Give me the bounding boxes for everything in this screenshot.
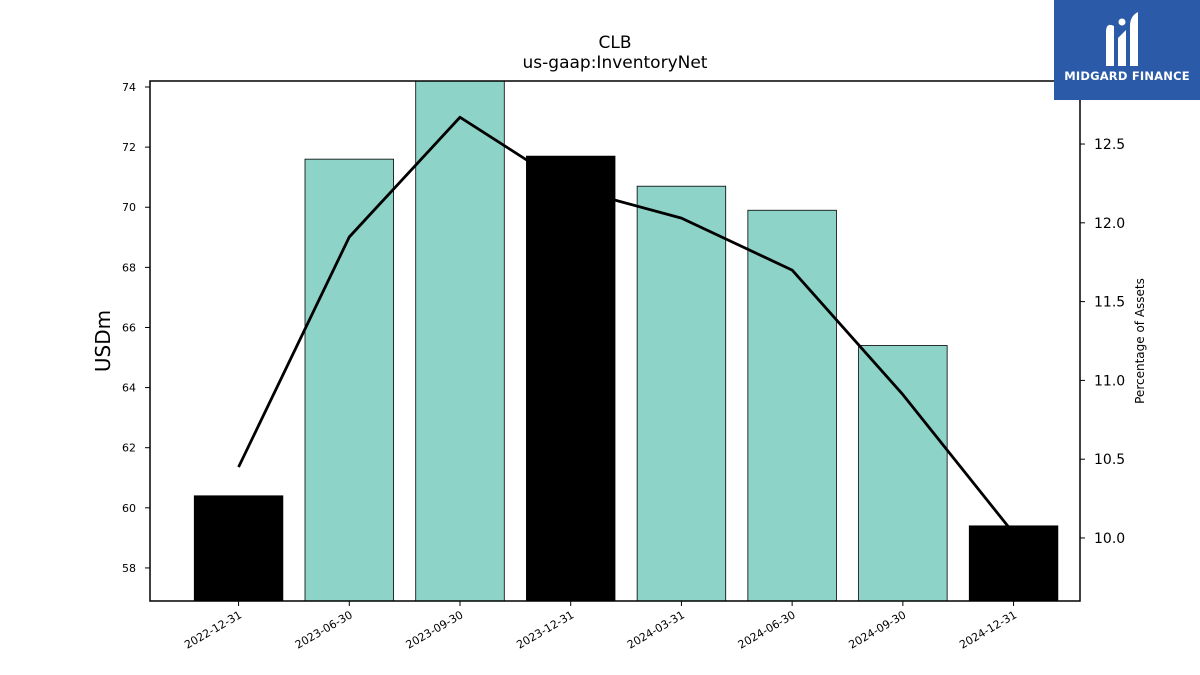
x-tick-label: 2022-12-31 [182, 608, 244, 651]
chart-subtitle: us-gaap:InventoryNet [523, 53, 708, 73]
x-tick-label: 2023-12-31 [514, 608, 576, 651]
bar-2024-09-30 [858, 345, 948, 602]
y2-tick-label: 10.5 [1094, 452, 1125, 468]
y2-tick-label: 11.5 [1094, 295, 1125, 311]
y-tick-label: 72 [122, 141, 136, 154]
bar-2022-12-31 [193, 495, 284, 602]
y2-tick-label: 10.0 [1094, 531, 1125, 547]
y-axis-right: 10.0 10.5 11.0 11.5 12.0 12.5 [1080, 137, 1125, 547]
y-axis-left: 58 60 62 64 66 68 70 72 74 [122, 81, 150, 575]
x-tick-label: 2023-06-30 [293, 608, 355, 651]
bar-2024-06-30 [747, 209, 837, 602]
y-tick-label: 62 [122, 442, 136, 455]
y-tick-label: 70 [122, 201, 136, 214]
y2-tick-label: 12.0 [1094, 216, 1125, 232]
bar-2024-03-31 [636, 185, 727, 602]
brand-logo: MIDGARD FINANCE [1054, 0, 1200, 100]
bar-2023-12-31 [526, 155, 616, 602]
line-group [237, 115, 1015, 535]
y-tick-label: 64 [122, 382, 136, 395]
logo-text: MIDGARD FINANCE [1064, 69, 1190, 83]
y2-axis-label: Percentage of Assets [1133, 278, 1147, 404]
x-tick-label: 2023-09-30 [404, 608, 466, 651]
y2-tick-label: 12.5 [1094, 137, 1125, 153]
x-tick-label: 2024-12-31 [957, 608, 1019, 651]
bar-2023-06-30 [304, 158, 394, 602]
logo-mark-icon [1106, 12, 1138, 66]
bar-2023-09-30 [415, 80, 505, 602]
bar-2024-12-31 [968, 525, 1059, 602]
percentage-line [237, 115, 1015, 535]
y-tick-label: 58 [122, 562, 136, 575]
y-tick-label: 60 [122, 502, 136, 515]
x-axis: 2022-12-31 2023-06-30 2023-09-30 2023-12-31… [182, 601, 1019, 652]
chart-title: CLB [598, 33, 631, 53]
y-tick-label: 66 [122, 321, 136, 334]
y-tick-label: 74 [122, 81, 136, 94]
x-tick-label: 2024-09-30 [846, 608, 908, 651]
y-tick-label: 68 [122, 261, 136, 274]
x-tick-label: 2024-06-30 [736, 608, 798, 651]
y2-tick-label: 11.0 [1094, 373, 1125, 389]
plot-frame [149, 80, 1081, 602]
x-tick-label: 2024-03-31 [625, 608, 687, 651]
y-axis-label: USDm [91, 310, 115, 372]
bar-group [193, 80, 1059, 602]
